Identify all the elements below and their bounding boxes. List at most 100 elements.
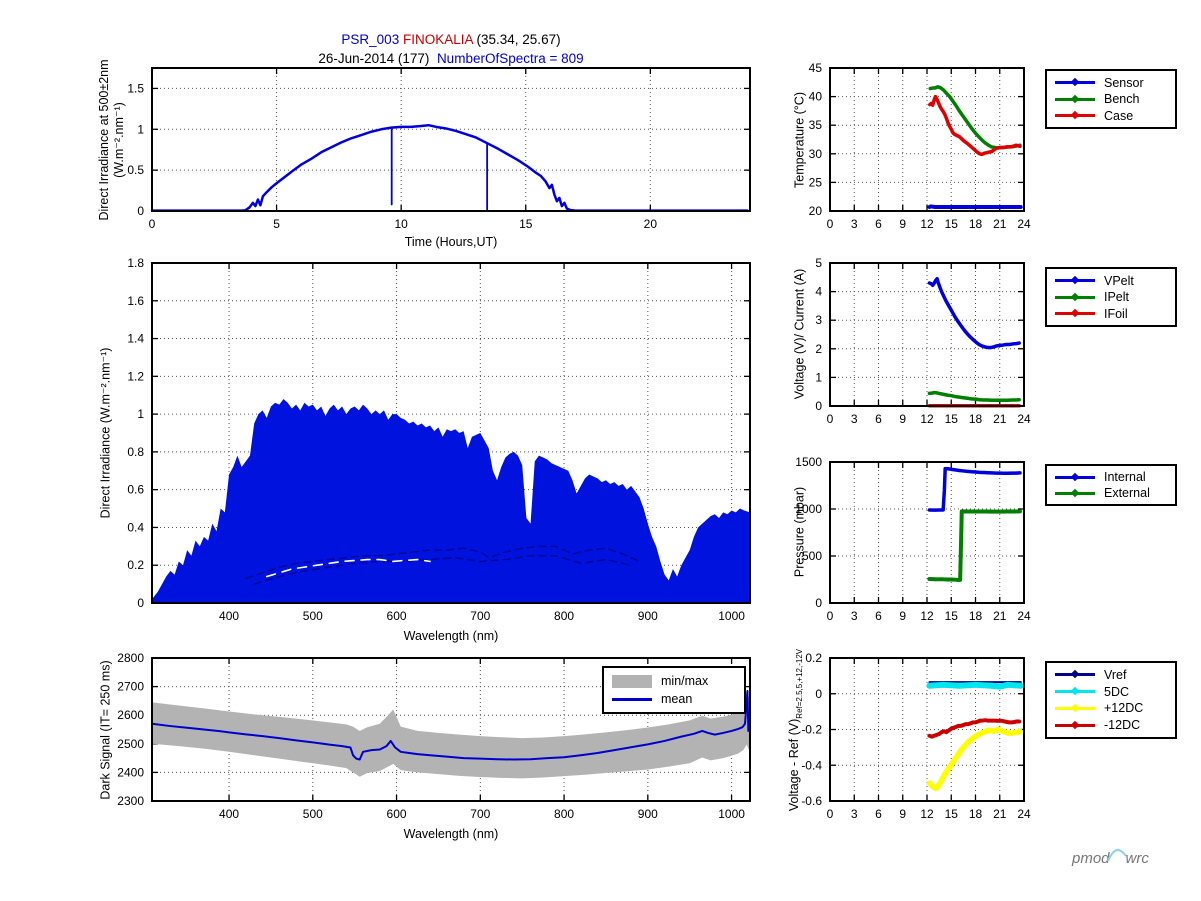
svg-text:800: 800 xyxy=(554,807,574,821)
svg-text:5: 5 xyxy=(815,256,822,270)
svg-text:18: 18 xyxy=(969,609,983,623)
legend-item-external: External xyxy=(1055,486,1167,500)
spectra-xlabel: Wavelength (nm) xyxy=(403,629,499,643)
svg-text:400: 400 xyxy=(219,807,239,821)
internal-line-swatch xyxy=(1055,472,1095,481)
svg-text:1.5: 1.5 xyxy=(127,81,144,95)
temperature-ylabel: Temperature (°C) xyxy=(792,92,807,188)
svg-text:2300: 2300 xyxy=(117,794,144,808)
svg-text:0: 0 xyxy=(815,596,822,610)
svg-text:12: 12 xyxy=(920,217,934,231)
plus12dc-line-swatch xyxy=(1055,703,1095,713)
svg-text:3: 3 xyxy=(851,412,858,426)
svg-text:2800: 2800 xyxy=(117,651,144,665)
svg-text:18: 18 xyxy=(969,217,983,231)
svg-text:3: 3 xyxy=(815,313,822,327)
svg-text:30: 30 xyxy=(809,147,823,161)
temperature-plot: 0 3 6 9 12 15 18 21 24 20 25 30 35 40 45 xyxy=(809,61,1031,231)
svg-text:1.8: 1.8 xyxy=(127,256,144,270)
svg-text:18: 18 xyxy=(969,807,983,821)
svg-text:4: 4 xyxy=(815,285,822,299)
svg-text:0.8: 0.8 xyxy=(127,445,144,459)
dark-signal-ylabel: Dark Signal (IT= 250 ms) xyxy=(98,660,113,800)
dark-signal-plot: 400 500 600 700 800 900 1000 2300 2400 2500 2600 27… xyxy=(117,651,751,821)
svg-text:0: 0 xyxy=(827,412,834,426)
svg-text:600: 600 xyxy=(387,807,407,821)
svg-text:2: 2 xyxy=(815,342,822,356)
svg-text:25: 25 xyxy=(809,175,823,189)
svg-text:9: 9 xyxy=(899,217,906,231)
svg-text:0.4: 0.4 xyxy=(127,520,144,534)
voltage-current-legend: VPelt IPelt IFoil xyxy=(1045,267,1177,327)
date-label: 26-Jun-2014 (177) xyxy=(318,51,430,66)
svg-text:15: 15 xyxy=(519,217,533,231)
vpelt-line-swatch xyxy=(1055,275,1095,285)
instrument-name: PSR_003 xyxy=(341,32,400,47)
irradiance-time-plot: 0 5 10 15 20 0 0.5 1 1.5 xyxy=(127,67,751,231)
spectra-plot: 400 500 600 700 800 900 1000 0 0.2 0.4 0.6 0.8 1 1.2 1… xyxy=(127,256,751,623)
svg-text:900: 900 xyxy=(638,609,658,623)
voltage-current-plot: 0 3 6 9 12 15 18 21 24 0 1 2 3 4 5 xyxy=(815,256,1031,426)
voltage-ref-legend: Vref 5DC +12DC -12DC xyxy=(1045,661,1177,739)
svg-text:0: 0 xyxy=(137,596,144,610)
svg-text:24: 24 xyxy=(1017,412,1031,426)
svg-text:9: 9 xyxy=(899,412,906,426)
svg-text:12: 12 xyxy=(920,807,934,821)
svg-text:5: 5 xyxy=(273,217,280,231)
svg-text:1.6: 1.6 xyxy=(127,294,144,308)
voltage-ref-plot: 0 3 6 9 12 15 18 21 24 -0.6 -0.4 -0.2 0 0.2 xyxy=(801,651,1031,821)
svg-text:-0.2: -0.2 xyxy=(801,723,822,737)
svg-text:700: 700 xyxy=(470,609,490,623)
svg-text:18: 18 xyxy=(969,412,983,426)
legend-item-ipelt: IPelt xyxy=(1055,290,1167,304)
svg-text:0.2: 0.2 xyxy=(805,651,822,665)
legend-item-minus12dc: -12DC xyxy=(1055,718,1167,732)
vref-line-swatch xyxy=(1055,670,1095,679)
svg-text:600: 600 xyxy=(387,609,407,623)
pressure-ylabel: Pressure (mbar) xyxy=(792,486,807,578)
svg-text:6: 6 xyxy=(875,609,882,623)
svg-text:3: 3 xyxy=(851,609,858,623)
voltage-current-ylabel: Voltage (V)/ Current (A) xyxy=(792,268,807,400)
svg-text:0: 0 xyxy=(815,399,822,413)
legend-item-vref: Vref xyxy=(1055,668,1167,682)
svg-text:12: 12 xyxy=(920,609,934,623)
svg-text:400: 400 xyxy=(219,609,239,623)
external-line-swatch xyxy=(1055,488,1095,497)
svg-text:900: 900 xyxy=(638,807,658,821)
spectra-count-label: NumberOfSpectra = 809 xyxy=(436,51,584,66)
svg-text:1: 1 xyxy=(137,122,144,136)
svg-text:35: 35 xyxy=(809,118,823,132)
logo-swoosh-icon xyxy=(1106,849,1127,862)
svg-text:0: 0 xyxy=(137,204,144,218)
5dc-line-swatch xyxy=(1055,686,1095,696)
svg-text:6: 6 xyxy=(875,217,882,231)
svg-text:12: 12 xyxy=(920,412,934,426)
svg-text:0: 0 xyxy=(827,217,834,231)
temperature-legend: Sensor Bench Case xyxy=(1045,69,1177,129)
dark-signal-legend: min/max mean xyxy=(602,666,746,714)
voltage-ref-ylabel: Voltage - Ref (V)Ref=2.5,5,+12,-12V xyxy=(787,648,804,812)
dark-signal-xlabel: Wavelength (nm) xyxy=(403,827,499,841)
legend-item-ifoil: IFoil xyxy=(1055,307,1167,321)
ifoil-line-swatch xyxy=(1055,308,1095,318)
irradiance-time-xlabel: Time (Hours,UT) xyxy=(404,235,498,249)
svg-text:21: 21 xyxy=(993,807,1007,821)
svg-text:15: 15 xyxy=(945,807,959,821)
svg-text:500: 500 xyxy=(802,549,822,563)
svg-text:20: 20 xyxy=(809,204,823,218)
spectra-ylabel: Direct Irradiance (W.m⁻².nm⁻¹) xyxy=(98,347,113,519)
svg-text:0: 0 xyxy=(827,807,834,821)
svg-text:15: 15 xyxy=(945,412,959,426)
svg-text:9: 9 xyxy=(899,807,906,821)
ipelt-line-swatch xyxy=(1055,292,1095,301)
svg-text:1.2: 1.2 xyxy=(127,369,144,383)
svg-text:20: 20 xyxy=(644,217,658,231)
legend-item-5dc: 5DC xyxy=(1055,685,1167,699)
svg-text:15: 15 xyxy=(945,609,959,623)
legend-item-internal: Internal xyxy=(1055,470,1167,484)
legend-item-bench: Bench xyxy=(1055,92,1167,106)
svg-text:1: 1 xyxy=(137,407,144,421)
svg-text:24: 24 xyxy=(1017,217,1031,231)
